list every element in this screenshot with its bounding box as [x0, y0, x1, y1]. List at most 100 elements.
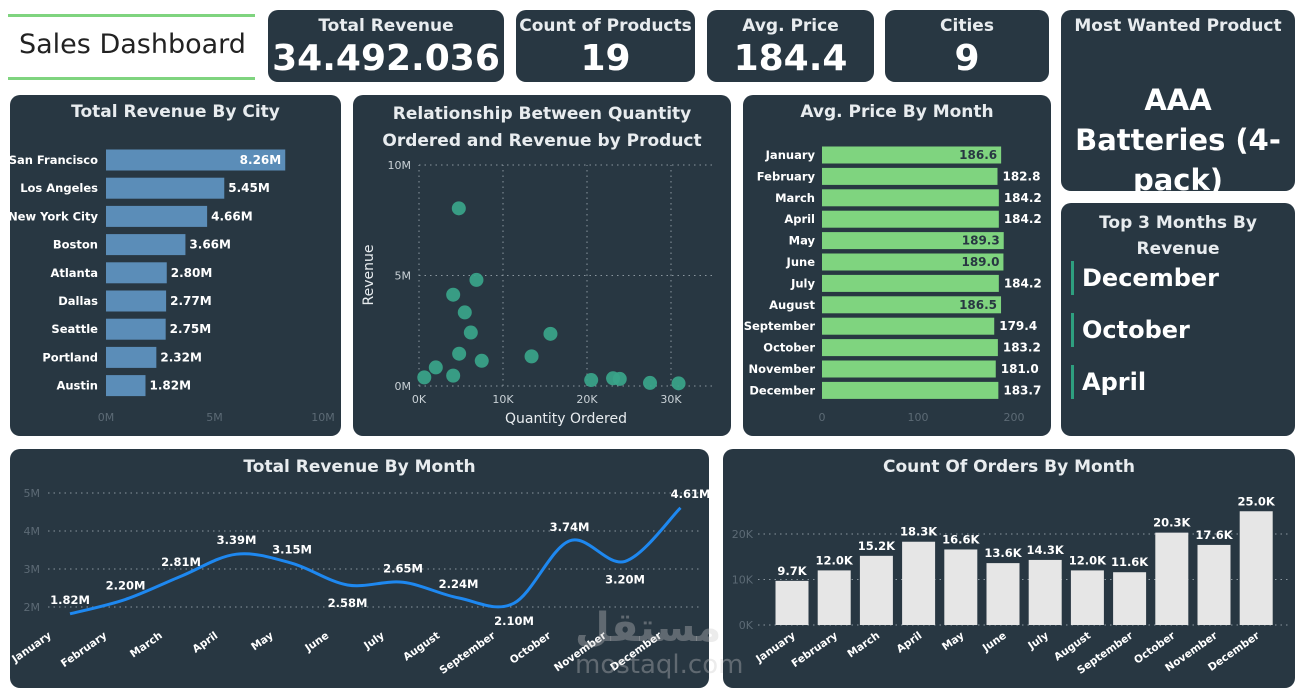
category-label: March — [775, 191, 815, 205]
dashboard-title: Sales Dashboard — [8, 14, 255, 80]
bar — [1155, 532, 1189, 625]
data-label: 2.65M — [383, 561, 423, 575]
x-axis-title: Quantity Ordered — [505, 411, 627, 427]
data-label: 5.45M — [228, 181, 270, 195]
tick-label: 0 — [819, 411, 826, 424]
tick-label: 20K — [576, 393, 598, 406]
tick-label: 0K — [739, 619, 754, 632]
scatter-chart: 0M 5M 10M 0K 10K 20K 30K Quantity Ordered Revenu… — [361, 159, 715, 427]
chart-title: Relationship Between Quantity Ordered an… — [382, 104, 702, 151]
tick-label: 4M — [24, 525, 41, 538]
data-label: 183.2 — [1003, 341, 1041, 355]
data-point — [584, 373, 599, 388]
data-point — [543, 326, 558, 341]
data-label: 12.0K — [1069, 553, 1107, 567]
kpi-label: Most Wanted Product — [1074, 16, 1282, 36]
category-label: Austin — [56, 379, 98, 393]
category-label: June — [786, 255, 816, 269]
bar — [106, 205, 208, 227]
category-label: December — [749, 383, 815, 397]
revenue-line-chart: 2M 3M 4M 5M 1.82M January 2.20M February 2.81M Ma… — [10, 487, 709, 677]
data-point — [452, 346, 467, 361]
data-label: 20.3K — [1153, 516, 1191, 530]
data-label: 181.0 — [1001, 362, 1039, 376]
chart-title: Total Revenue By City — [71, 102, 280, 122]
chart-title: Avg. Price By Month — [800, 102, 994, 122]
data-label: 1.82M — [149, 379, 191, 393]
data-point — [671, 376, 686, 391]
data-label: 183.7 — [1003, 383, 1041, 397]
category-label: May — [789, 234, 816, 248]
bar — [822, 317, 995, 335]
data-point — [612, 371, 627, 386]
bar — [822, 381, 999, 399]
data-label: 2.32M — [160, 350, 202, 364]
bar — [822, 232, 1004, 250]
tick-label: 3M — [24, 563, 41, 576]
top-month-1: December — [1071, 261, 1219, 295]
category-label: August — [401, 630, 442, 664]
bar — [106, 318, 166, 340]
bar — [106, 149, 286, 171]
y-axis-title: Revenue — [361, 245, 377, 306]
chart-title: Total Revenue By Month — [243, 457, 476, 477]
kpi-avg-price: Avg. Price 184.4 — [707, 10, 874, 82]
page-title: Sales Dashboard — [19, 29, 246, 60]
kpi-value: 184.4 — [733, 38, 848, 79]
watermark-text: mostaql.com — [575, 650, 744, 680]
series-line — [69, 506, 682, 616]
bar — [106, 177, 225, 199]
kpi-value: 9 — [954, 38, 980, 79]
data-label: 184.2 — [1004, 212, 1042, 226]
bar — [986, 563, 1020, 625]
bar — [817, 570, 851, 625]
category-label: July — [1025, 630, 1051, 653]
category-label: San Francisco — [10, 153, 98, 167]
category-label: April — [784, 212, 815, 226]
bar — [106, 375, 146, 397]
category-label: October — [508, 629, 554, 666]
data-label: 3.39M — [217, 533, 257, 547]
category-label: February — [59, 630, 110, 670]
data-point — [446, 287, 461, 302]
bar — [1197, 544, 1231, 625]
category-label: March — [845, 630, 882, 661]
tick-label: 10M — [311, 411, 335, 424]
kpi-label: Cities — [940, 16, 994, 36]
bar — [1239, 511, 1273, 625]
kpi-value: 34.492.036 — [272, 38, 500, 79]
data-label: 189.3 — [962, 234, 1000, 248]
bar — [106, 346, 157, 368]
data-point — [469, 272, 484, 287]
data-label: 14.3K — [1027, 543, 1065, 557]
tick-label: 0M — [98, 411, 115, 424]
data-label: 17.6K — [1195, 528, 1233, 542]
kpi-value: 19 — [580, 38, 631, 79]
data-point — [417, 370, 432, 385]
tick-label: 0M — [395, 380, 412, 393]
data-label: 3.66M — [189, 238, 231, 252]
bar — [822, 167, 998, 185]
data-label: 25.0K — [1238, 494, 1276, 508]
chart-quantity-vs-revenue: Relationship Between Quantity Ordered an… — [353, 95, 731, 436]
tick-label: 5M — [24, 487, 41, 500]
bar — [106, 262, 167, 284]
top-month-2: October — [1071, 313, 1190, 347]
tick-label: 5M — [395, 270, 412, 283]
tick-label: 20K — [732, 528, 754, 541]
data-label: 2.75M — [170, 322, 212, 336]
data-label: 4.66M — [211, 209, 253, 223]
category-label: October — [763, 341, 815, 355]
bar — [775, 580, 809, 625]
chart-revenue-by-month: Total Revenue By Month 2M 3M 4M 5M 1.82M Janu… — [10, 449, 709, 688]
category-label: January — [765, 148, 816, 162]
data-label: 3.20M — [605, 572, 645, 586]
category-label: July — [790, 276, 815, 290]
category-label: June — [980, 630, 1009, 655]
card-title: Top 3 Months By Revenue — [1099, 213, 1257, 259]
bar — [106, 234, 186, 256]
category-label: June — [302, 630, 331, 655]
data-label: 2.10M — [494, 614, 534, 628]
chart-orders-by-month: Count Of Orders By Month 0K 10K 20K 9.7K Jan… — [723, 449, 1295, 688]
data-label: 13.6K — [984, 546, 1022, 560]
